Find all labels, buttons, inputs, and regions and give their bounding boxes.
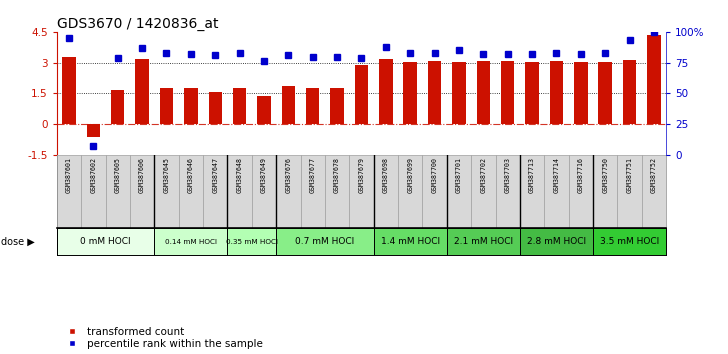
Bar (57, 155, 81, 228)
Bar (203, 155, 227, 228)
Bar (471, 155, 496, 228)
Bar (550, 61, 563, 124)
Bar (373, 155, 398, 228)
Text: GSM387750: GSM387750 (602, 157, 608, 193)
Text: GSM387678: GSM387678 (334, 157, 340, 193)
Bar (545, 155, 569, 228)
Bar (642, 155, 666, 228)
Text: GSM387699: GSM387699 (407, 157, 414, 193)
Bar (355, 65, 368, 124)
Bar (496, 155, 520, 228)
Text: GSM387601: GSM387601 (66, 157, 72, 193)
Bar (276, 228, 373, 255)
Bar (276, 155, 301, 228)
Bar (447, 228, 520, 255)
Text: GSM387605: GSM387605 (115, 157, 121, 193)
Text: GSM387752: GSM387752 (651, 157, 657, 193)
Bar (301, 155, 325, 228)
Bar (574, 62, 587, 124)
Bar (282, 86, 295, 124)
Text: 0.35 mM HOCl: 0.35 mM HOCl (226, 239, 278, 245)
Bar (447, 155, 471, 228)
Text: GSM387645: GSM387645 (164, 157, 170, 193)
Bar (154, 228, 227, 255)
Text: 2.1 mM HOCl: 2.1 mM HOCl (454, 237, 513, 246)
Bar (257, 96, 271, 124)
Text: GSM387698: GSM387698 (383, 157, 389, 193)
Bar (227, 155, 252, 228)
Bar (422, 155, 447, 228)
Bar (379, 58, 392, 124)
Text: 1.4 mM HOCl: 1.4 mM HOCl (381, 237, 440, 246)
Bar (569, 155, 593, 228)
Text: GSM387677: GSM387677 (309, 157, 316, 193)
Bar (398, 155, 422, 228)
Text: GSM387606: GSM387606 (139, 157, 145, 193)
Bar (526, 62, 539, 124)
Bar (106, 155, 130, 228)
Bar (130, 155, 154, 228)
Text: 0.7 mM HOCl: 0.7 mM HOCl (296, 237, 355, 246)
Text: 2.8 mM HOCl: 2.8 mM HOCl (527, 237, 586, 246)
Bar (403, 62, 417, 124)
Text: GSM387646: GSM387646 (188, 157, 194, 193)
Text: GSM387703: GSM387703 (505, 157, 511, 193)
Bar (306, 88, 320, 124)
Bar (501, 61, 515, 124)
Bar (111, 90, 124, 124)
Text: GDS3670 / 1420836_at: GDS3670 / 1420836_at (57, 17, 218, 31)
Bar (252, 155, 276, 228)
Bar (325, 155, 349, 228)
Bar (647, 35, 660, 124)
Bar (349, 155, 373, 228)
Bar (154, 155, 178, 228)
Text: GSM387649: GSM387649 (261, 157, 267, 193)
Text: GSM387647: GSM387647 (212, 157, 218, 193)
Text: GSM387602: GSM387602 (90, 157, 96, 193)
Bar (373, 228, 447, 255)
Bar (428, 61, 441, 124)
Text: GSM387713: GSM387713 (529, 157, 535, 193)
Bar (477, 61, 490, 124)
Bar (593, 155, 617, 228)
Bar (184, 88, 197, 124)
Bar (593, 228, 666, 255)
Text: GSM387648: GSM387648 (237, 157, 242, 193)
Bar (208, 92, 222, 124)
Bar (233, 88, 246, 124)
Text: GSM387751: GSM387751 (627, 157, 633, 193)
Bar (57, 228, 154, 255)
Text: GSM387716: GSM387716 (578, 157, 584, 193)
Bar (227, 228, 276, 255)
Bar (331, 88, 344, 124)
Bar (623, 59, 636, 124)
Legend: transformed count, percentile rank within the sample: transformed count, percentile rank withi… (62, 327, 263, 349)
Bar (452, 62, 466, 124)
Text: 3.5 mM HOCl: 3.5 mM HOCl (600, 237, 659, 246)
Bar (598, 62, 612, 124)
Bar (87, 124, 100, 137)
Bar (178, 155, 203, 228)
Text: GSM387700: GSM387700 (432, 157, 438, 193)
Bar (520, 155, 545, 228)
Text: GSM387679: GSM387679 (358, 157, 365, 193)
Bar (520, 228, 593, 255)
Text: 0 mM HOCl: 0 mM HOCl (80, 237, 131, 246)
Bar (159, 88, 173, 124)
Bar (63, 57, 76, 124)
Text: GSM387701: GSM387701 (456, 157, 462, 193)
Bar (81, 155, 106, 228)
Text: GSM387714: GSM387714 (553, 157, 559, 193)
Bar (617, 155, 642, 228)
Bar (135, 58, 149, 124)
Text: GSM387676: GSM387676 (285, 157, 291, 193)
Text: dose ▶: dose ▶ (1, 237, 35, 247)
Text: 0.14 mM HOCl: 0.14 mM HOCl (165, 239, 217, 245)
Text: GSM387702: GSM387702 (480, 157, 486, 193)
